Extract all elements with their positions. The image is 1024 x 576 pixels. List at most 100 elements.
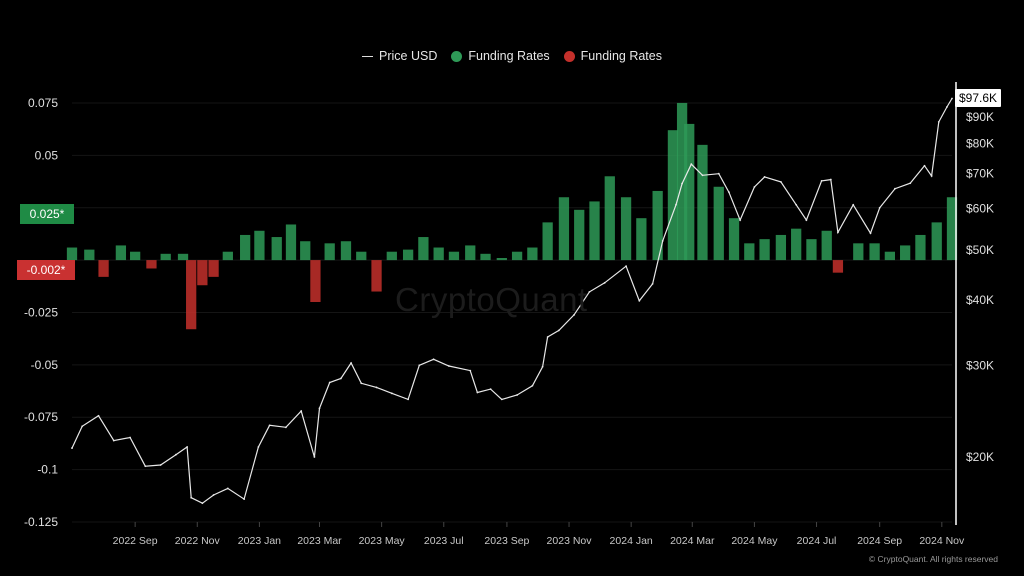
price-line-key-icon (362, 55, 374, 57)
funding-rate-bar (496, 258, 507, 261)
price-point (375, 386, 378, 389)
price-point (588, 290, 591, 293)
legend: Price USD Funding Rates Funding Rates (0, 49, 1024, 63)
legend-item-price[interactable]: Price USD (362, 49, 437, 63)
right-tick-label: $80K (966, 136, 994, 150)
price-point (923, 164, 926, 167)
funding-rate-bar (160, 253, 171, 261)
left-tick-label: 0.05 (35, 148, 59, 162)
funding-rate-bar (636, 218, 647, 261)
x-tick-label: 2023 Sep (484, 535, 529, 547)
price-point (300, 410, 303, 412)
funding-rate-bar (697, 144, 708, 261)
price-point (112, 439, 115, 442)
price-point (690, 163, 693, 166)
price-point (390, 392, 393, 395)
funding-rate-bar (448, 251, 460, 261)
legend-item-funding-negative[interactable]: Funding Rates (563, 49, 662, 63)
legend-funding-positive-label: Funding Rates (468, 49, 550, 63)
funding-rate-bar (759, 239, 770, 261)
funding-rate-bar (542, 222, 553, 261)
price-point (531, 384, 534, 387)
price-point (573, 313, 576, 316)
x-tick-label: 2022 Sep (113, 535, 158, 547)
left-tick-label: -0.125 (24, 515, 58, 529)
right-tick-label: $20K (966, 450, 994, 464)
funding-rate-bar (254, 230, 265, 261)
funding-rate-bar (300, 241, 311, 261)
price-point (728, 191, 730, 194)
x-tick-label: 2023 Jan (238, 535, 281, 547)
price-point (81, 425, 84, 428)
price-point (339, 377, 342, 380)
price-point (469, 369, 472, 372)
price-point (795, 203, 798, 206)
price-point (805, 219, 808, 222)
funding-rate-bar (574, 209, 585, 261)
right-tick-label: $50K (966, 243, 994, 257)
watermark: CryptoQuant (395, 281, 588, 318)
funding-rate-bar (386, 251, 397, 261)
price-point (500, 398, 503, 401)
axes: 0.075 0.05 -0.025 -0.05 -0.075 -0.1 -0.125 2022… (24, 82, 994, 547)
funding-rate-bar (146, 260, 157, 269)
price-point (837, 231, 839, 234)
price-point (257, 446, 260, 448)
funding-rate-bar (931, 222, 942, 261)
funding-rate-bar (527, 247, 538, 261)
right-tick-label: $30K (966, 358, 994, 372)
price-point (739, 219, 742, 222)
price-point (476, 391, 479, 394)
price-point (878, 206, 881, 209)
right-tick-label: $60K (966, 202, 994, 216)
funding-rate-bar (652, 190, 663, 261)
funding-rate-bar (66, 247, 78, 261)
funding-rate-bar (98, 260, 109, 277)
price-point (557, 329, 560, 332)
price-point (313, 456, 316, 458)
price-point (829, 178, 832, 181)
funding-rate-bar (465, 245, 476, 261)
price-point (418, 364, 421, 367)
x-tick-label: 2024 Jul (797, 535, 837, 547)
funding-rate-bar (604, 176, 615, 261)
price-point (937, 121, 940, 123)
price-point (779, 181, 782, 183)
funding-rate-bar (558, 197, 570, 261)
copyright-text: © CryptoQuant. All rights reserved (868, 554, 998, 564)
left-tick-label: 0.075 (28, 96, 58, 110)
funding-rate-bar (222, 251, 233, 261)
price-point (681, 182, 683, 185)
price-point (212, 494, 215, 496)
current-negative-funding-badge: -0.002* (17, 260, 75, 280)
funding-rate-bar (728, 218, 740, 261)
funding-rate-bar (869, 243, 880, 261)
price-point (489, 388, 492, 390)
price-point (763, 176, 766, 178)
price-point (852, 203, 855, 206)
price-point (360, 382, 363, 385)
funding-rate-bar (684, 123, 695, 261)
price-point (753, 186, 756, 188)
x-tick-label: 2022 Nov (175, 535, 221, 547)
funding-rate-bar (240, 234, 251, 261)
price-point (717, 172, 720, 175)
funding-rate-bar (589, 201, 600, 261)
price-point (869, 232, 872, 235)
x-tick-label: 2024 Nov (919, 535, 965, 547)
legend-item-funding-positive[interactable]: Funding Rates (451, 49, 550, 63)
price-point (328, 381, 331, 384)
funding-rate-bars (66, 102, 958, 330)
x-tick-label: 2024 Mar (670, 535, 715, 547)
right-tick-label: $90K (966, 110, 994, 124)
legend-price-label: Price USD (379, 49, 438, 63)
price-point (701, 174, 704, 177)
price-point (268, 424, 271, 427)
funding-rate-bar (853, 243, 864, 261)
funding-rate-bar (208, 260, 219, 277)
funding-rate-bar (821, 230, 832, 261)
x-tick-label: 2024 May (731, 535, 778, 547)
price-point (603, 281, 606, 284)
x-tick-label: 2024 Jan (610, 535, 653, 547)
